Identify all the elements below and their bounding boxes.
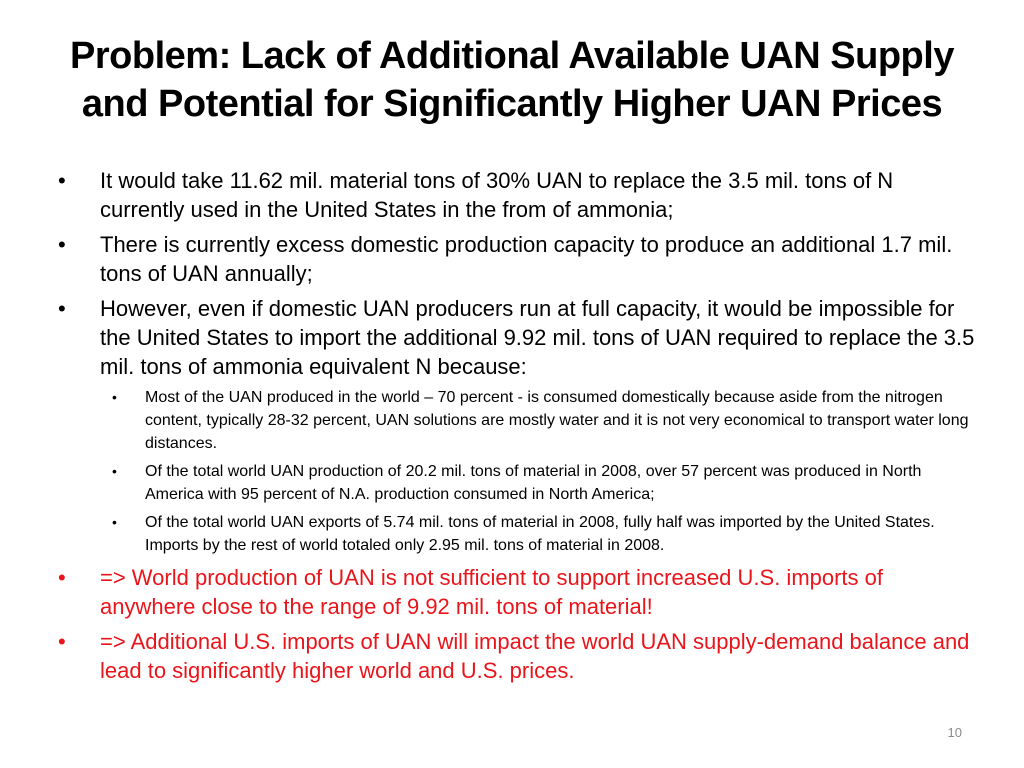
page-number: 10 [947,725,962,740]
bullet-dot-icon: • [58,232,66,257]
sub-bullet-item-domestic-consumption: • Most of the UAN produced in the world … [100,386,978,455]
bullet-text: It would take 11.62 mil. material tons o… [100,168,894,222]
slide-title-line-2: and Potential for Significantly Higher U… [81,83,943,125]
bullet-list: • It would take 11.62 mil. material tons… [58,166,978,691]
sub-bullet-list: • Most of the UAN produced in the world … [100,386,978,557]
sub-bullet-dot-icon: • [112,389,117,405]
sub-bullet-text: Of the total world UAN production of 20.… [145,463,922,503]
bullet-text: => World production of UAN is not suffic… [100,565,884,619]
bullet-item-import-impossible: • However, even if domestic UAN producer… [58,294,978,557]
sub-bullet-item-world-exports: • Of the total world UAN exports of 5.74… [100,511,978,557]
slide-title: Problem: Lack of Additional Available UA… [24,32,1000,128]
slide-title-line-1: Problem: Lack of Additional Available UA… [70,35,954,77]
bullet-item-production-insufficient: • => World production of UAN is not suff… [58,563,978,621]
sub-bullet-item-world-production: • Of the total world UAN production of 2… [100,460,978,506]
bullet-dot-icon: • [58,629,66,654]
bullet-dot-icon: • [58,565,66,590]
bullet-dot-icon: • [58,296,66,321]
bullet-dot-icon: • [58,168,66,193]
bullet-item-excess-capacity: • There is currently excess domestic pro… [58,230,978,288]
bullet-text: There is currently excess domestic produ… [100,232,953,286]
sub-bullet-text: Most of the UAN produced in the world – … [145,389,969,452]
bullet-text: However, even if domestic UAN producers … [100,296,975,379]
bullet-text: => Additional U.S. imports of UAN will i… [100,629,970,683]
sub-bullet-dot-icon: • [112,514,117,530]
bullet-item-uan-replacement: • It would take 11.62 mil. material tons… [58,166,978,224]
sub-bullet-dot-icon: • [112,463,117,479]
sub-bullet-text: Of the total world UAN exports of 5.74 m… [145,514,935,554]
bullet-item-higher-prices: • => Additional U.S. imports of UAN will… [58,627,978,685]
